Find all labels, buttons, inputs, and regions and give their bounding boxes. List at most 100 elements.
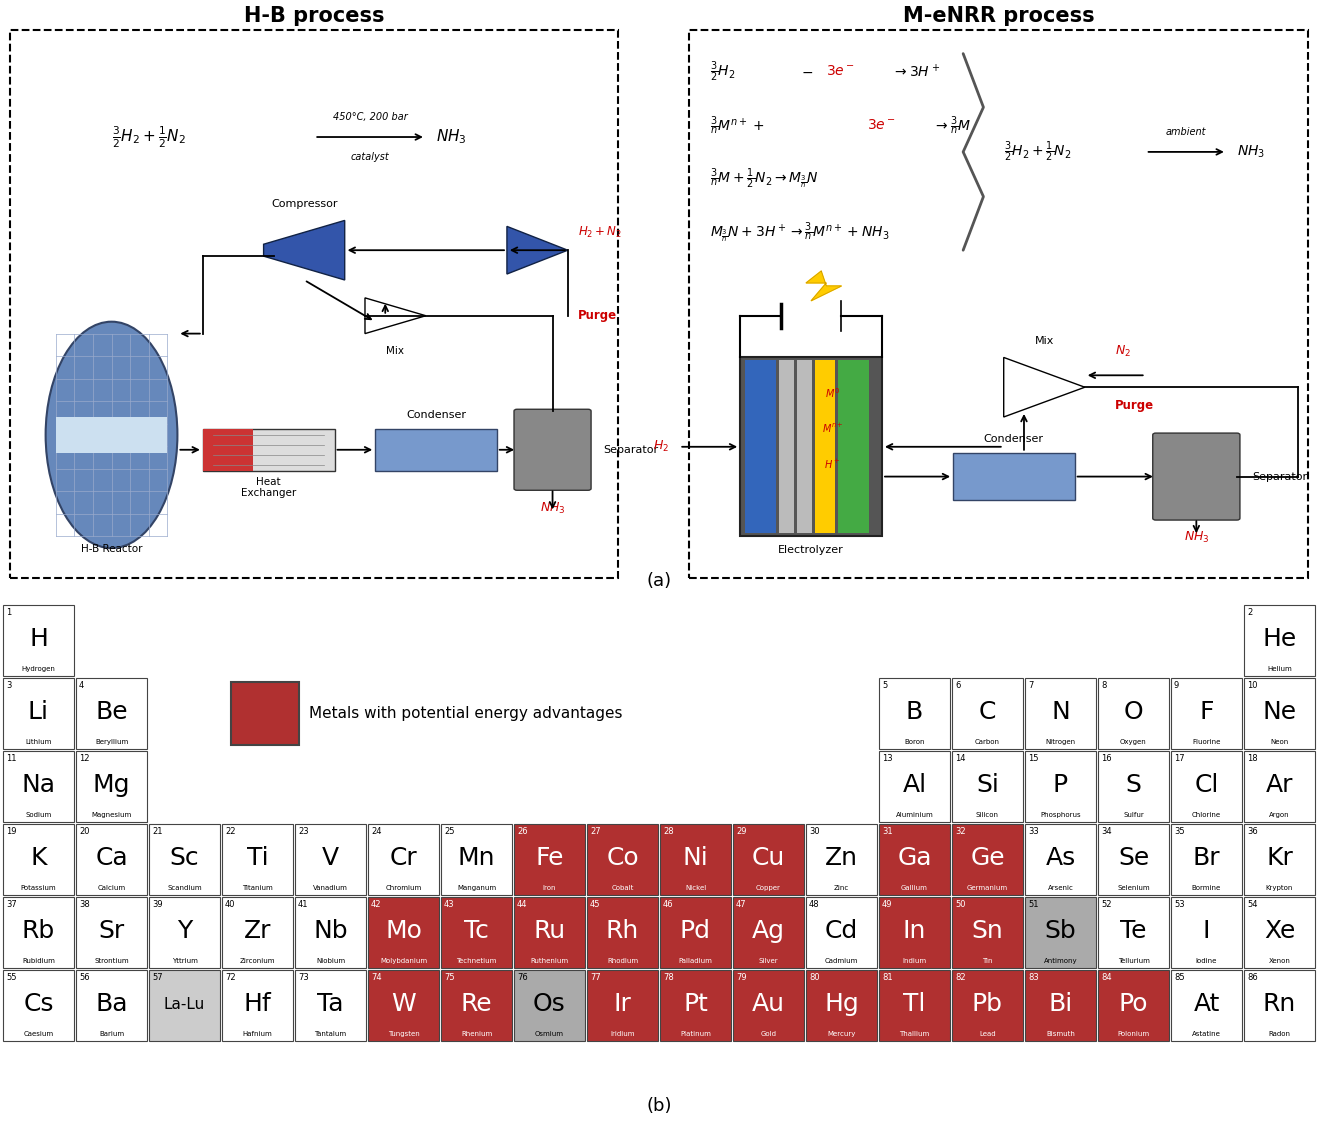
Text: Argon: Argon: [1269, 813, 1290, 818]
Text: 17: 17: [1174, 754, 1185, 763]
Text: Cobalt: Cobalt: [612, 886, 634, 891]
Text: 43: 43: [444, 900, 455, 909]
Text: Na: Na: [21, 773, 55, 797]
FancyBboxPatch shape: [1098, 679, 1169, 750]
Text: $\frac{3}{n}M^{n+}+$: $\frac{3}{n}M^{n+}+$: [709, 114, 764, 137]
Text: 20: 20: [79, 827, 90, 836]
Text: 82: 82: [956, 973, 966, 982]
Text: 56: 56: [79, 973, 90, 982]
FancyBboxPatch shape: [1025, 824, 1097, 895]
FancyBboxPatch shape: [733, 897, 804, 968]
Text: 38: 38: [79, 900, 90, 909]
FancyBboxPatch shape: [879, 824, 950, 895]
Text: Arsenic: Arsenic: [1048, 886, 1073, 891]
FancyBboxPatch shape: [1244, 970, 1315, 1041]
FancyBboxPatch shape: [838, 361, 869, 533]
Text: Rubidium: Rubidium: [22, 958, 55, 964]
Text: 15: 15: [1028, 754, 1039, 763]
Text: 26: 26: [517, 827, 527, 836]
Text: Separator: Separator: [604, 445, 659, 455]
FancyBboxPatch shape: [1244, 824, 1315, 895]
Text: C: C: [979, 700, 996, 724]
Text: 34: 34: [1101, 827, 1111, 836]
Text: Magnesium: Magnesium: [91, 813, 132, 818]
Text: Mg: Mg: [92, 773, 130, 797]
Text: Fluorine: Fluorine: [1193, 740, 1220, 745]
Text: Nickel: Nickel: [685, 886, 706, 891]
FancyBboxPatch shape: [514, 970, 585, 1041]
Text: He: He: [1263, 627, 1297, 652]
Text: Boron: Boron: [904, 740, 925, 745]
Text: 7: 7: [1028, 681, 1033, 690]
Text: Scandium: Scandium: [167, 886, 202, 891]
FancyBboxPatch shape: [587, 824, 658, 895]
Text: 46: 46: [663, 900, 673, 909]
Text: Caesium: Caesium: [24, 1031, 54, 1037]
Text: $H^+$: $H^+$: [824, 459, 841, 471]
Text: 55: 55: [7, 973, 17, 982]
Text: Polonium: Polonium: [1118, 1031, 1149, 1037]
Text: 77: 77: [590, 973, 601, 982]
FancyBboxPatch shape: [733, 970, 804, 1041]
Text: In: In: [903, 919, 927, 943]
Text: 50: 50: [956, 900, 966, 909]
Text: Purge: Purge: [1115, 399, 1155, 411]
FancyBboxPatch shape: [3, 897, 74, 968]
FancyBboxPatch shape: [203, 429, 253, 471]
Text: Re: Re: [461, 992, 493, 1016]
FancyBboxPatch shape: [514, 897, 585, 968]
Text: Carbon: Carbon: [975, 740, 1000, 745]
FancyBboxPatch shape: [1098, 897, 1169, 968]
Text: Beryllium: Beryllium: [95, 740, 128, 745]
Text: ambient: ambient: [1166, 127, 1206, 137]
FancyBboxPatch shape: [3, 679, 74, 750]
Text: Chlorine: Chlorine: [1191, 813, 1220, 818]
Text: Tl: Tl: [903, 992, 925, 1016]
Ellipse shape: [46, 321, 178, 549]
FancyBboxPatch shape: [442, 970, 511, 1041]
Text: $\frac{3}{2}H_2+\frac{1}{2}N_2$: $\frac{3}{2}H_2+\frac{1}{2}N_2$: [1004, 139, 1072, 164]
Text: 36: 36: [1247, 827, 1257, 836]
Text: Strontium: Strontium: [94, 958, 129, 964]
Text: Mercury: Mercury: [828, 1031, 855, 1037]
FancyBboxPatch shape: [1170, 751, 1242, 823]
FancyBboxPatch shape: [879, 897, 950, 968]
Text: 53: 53: [1174, 900, 1185, 909]
Text: Sn: Sn: [971, 919, 1003, 943]
Text: $N_2$: $N_2$: [1115, 344, 1131, 359]
FancyBboxPatch shape: [295, 824, 366, 895]
Text: Bismuth: Bismuth: [1046, 1031, 1075, 1037]
Text: H-B Reactor: H-B Reactor: [80, 544, 142, 554]
Text: 44: 44: [517, 900, 527, 909]
Text: M-eNRR process: M-eNRR process: [903, 6, 1094, 26]
Text: Rn: Rn: [1263, 992, 1296, 1016]
Text: H: H: [29, 627, 47, 652]
Text: 5: 5: [882, 681, 887, 690]
Text: Cadmium: Cadmium: [825, 958, 858, 964]
Text: Nb: Nb: [314, 919, 348, 943]
FancyBboxPatch shape: [203, 429, 335, 471]
Text: H-B process: H-B process: [244, 6, 385, 26]
Text: Separator: Separator: [1252, 472, 1307, 481]
FancyBboxPatch shape: [733, 824, 804, 895]
Text: $\rightarrow 3H^+$: $\rightarrow 3H^+$: [892, 63, 940, 80]
Text: Hafnium: Hafnium: [243, 1031, 273, 1037]
Text: Co: Co: [606, 846, 639, 870]
Text: Niobium: Niobium: [316, 958, 345, 964]
Text: Iodine: Iodine: [1195, 958, 1218, 964]
Text: catalyst: catalyst: [351, 152, 389, 162]
Text: Ni: Ni: [683, 846, 708, 870]
FancyBboxPatch shape: [149, 970, 220, 1041]
FancyBboxPatch shape: [295, 970, 366, 1041]
Text: 21: 21: [152, 827, 162, 836]
FancyBboxPatch shape: [1025, 751, 1097, 823]
Text: Compressor: Compressor: [272, 199, 337, 209]
Text: $NH_3$: $NH_3$: [1236, 144, 1265, 160]
Text: Technetium: Technetium: [456, 958, 497, 964]
Text: Titanium: Titanium: [243, 886, 273, 891]
Text: Tc: Tc: [464, 919, 489, 943]
FancyBboxPatch shape: [815, 361, 836, 533]
Text: Potassium: Potassium: [21, 886, 57, 891]
Text: 45: 45: [590, 900, 601, 909]
Text: Cd: Cd: [825, 919, 858, 943]
